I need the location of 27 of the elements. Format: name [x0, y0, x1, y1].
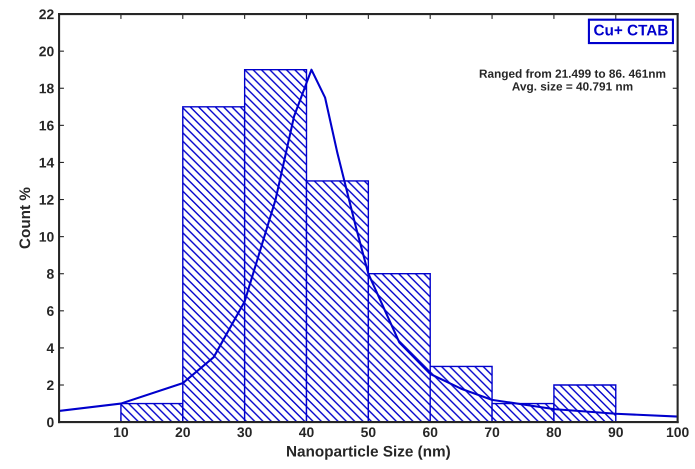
y-tick-label: 0	[47, 417, 54, 428]
y-tick-label: 6	[47, 306, 54, 316]
x-tick-label: 90	[608, 427, 623, 438]
x-tick-label: 40	[298, 427, 314, 438]
x-tick-label: 80	[546, 427, 562, 438]
x-tick-label: 100	[666, 427, 689, 438]
x-tick-label: 50	[361, 427, 376, 438]
y-tick-label: 18	[40, 84, 54, 94]
x-tick-label: 30	[237, 427, 252, 438]
y-tick-label: 2	[46, 380, 54, 390]
x-tick-label: 60	[422, 427, 438, 438]
y-tick-label: 22	[39, 9, 54, 20]
y-tick-label: 14	[40, 158, 54, 168]
y-tick-label: 12	[40, 194, 54, 205]
annotation: Cu+ CTAB	[594, 24, 668, 36]
y-tick-label: 4	[46, 343, 54, 353]
x-tick-label: 20	[176, 427, 190, 438]
y-tick-label: 20	[39, 46, 54, 56]
line-series	[59, 68, 678, 418]
y-tick-label: 10	[40, 232, 54, 242]
y-tick-label: 16	[40, 120, 54, 131]
y-tick-label: 8	[46, 269, 54, 279]
x-tick-label: 10	[114, 427, 128, 438]
annotation: Ranged from 21.499 to 86. 461nm Avg. size = 40.791 nm	[480, 69, 666, 93]
x-tick-label: 70	[484, 427, 500, 438]
x-axis-title: Nanoparticle Size (nm)	[287, 445, 450, 460]
y-axis-title: Count %	[19, 188, 30, 248]
